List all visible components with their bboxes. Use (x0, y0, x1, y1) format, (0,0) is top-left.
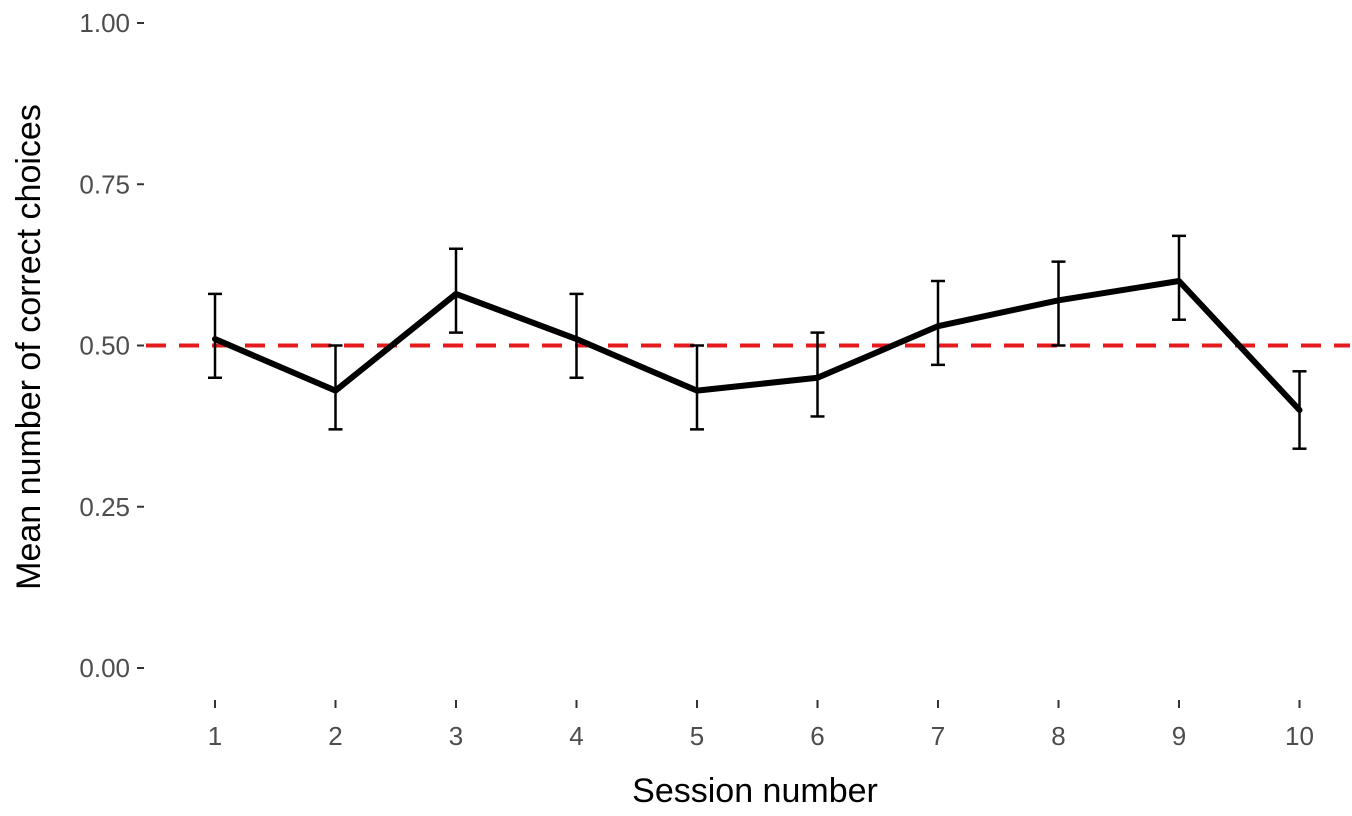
y-tick-label: 0.25 (79, 492, 130, 522)
error-bars (208, 234, 1307, 450)
series-line (212, 278, 1303, 413)
x-axis-title: Session number (632, 772, 878, 810)
y-tick-label: 0.00 (79, 653, 130, 683)
y-axis-title: Mean number of correct choices (10, 104, 48, 590)
y-tick-label: 0.50 (79, 331, 130, 361)
x-tick-label: 5 (690, 721, 704, 751)
x-tick-label: 1 (208, 721, 222, 751)
x-tick-label: 4 (569, 721, 583, 751)
x-tick-label: 10 (1285, 721, 1314, 751)
y-axis: 0.00 0.25 0.50 0.75 1.00 (79, 8, 144, 683)
y-tick-label: 1.00 (79, 8, 130, 38)
x-tick-label: 2 (328, 721, 342, 751)
x-tick-label: 3 (449, 721, 463, 751)
x-tick-label: 8 (1051, 721, 1065, 751)
x-tick-label: 6 (810, 721, 824, 751)
x-tick-label: 9 (1172, 721, 1186, 751)
series-line-layer (212, 278, 1303, 413)
y-tick-label: 0.75 (79, 169, 130, 199)
x-axis: 1 2 3 4 5 6 7 8 9 10 (208, 700, 1314, 751)
x-tick-label: 7 (931, 721, 945, 751)
